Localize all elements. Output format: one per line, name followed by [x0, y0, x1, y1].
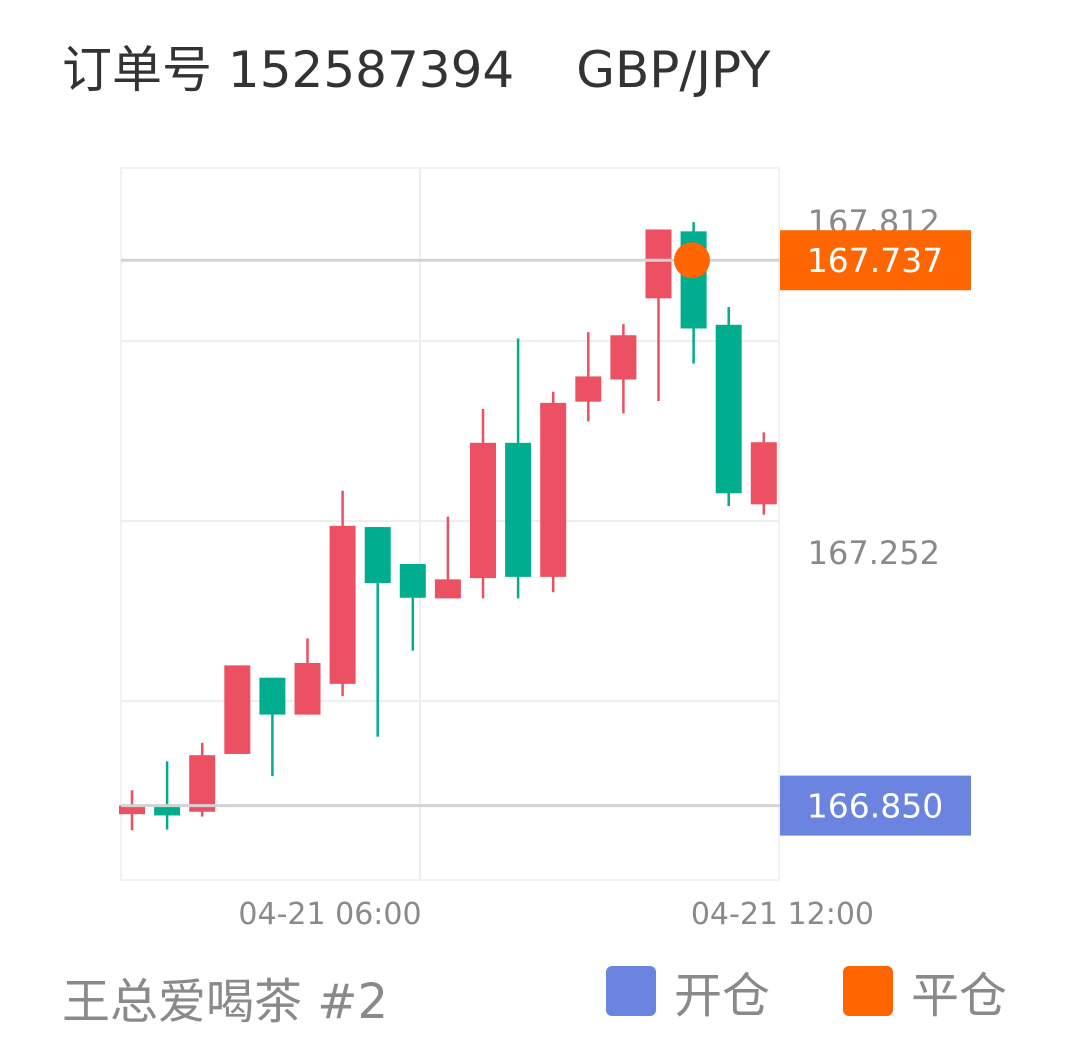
order-number: 订单号 152587394	[62, 41, 515, 99]
legend-open-label: 开仓	[674, 968, 771, 1024]
candle-body	[189, 755, 216, 812]
candle-body	[259, 677, 286, 715]
chart-header: 订单号 152587394 GBP/JPY	[62, 30, 771, 102]
account-name: 王总爱喝茶 #2	[62, 974, 389, 1030]
candle-body	[610, 335, 637, 380]
candle	[610, 324, 637, 414]
candle-body	[329, 525, 356, 684]
open-swatch	[606, 966, 656, 1016]
candle	[224, 665, 251, 754]
price-lines: 166.850 167.737	[121, 230, 971, 836]
plot-area	[120, 167, 780, 881]
candle-body	[750, 442, 777, 505]
candle	[119, 790, 145, 831]
candle-body	[119, 805, 145, 815]
candle	[154, 761, 181, 830]
candle	[540, 391, 567, 593]
candle	[364, 527, 391, 737]
candle-body	[434, 579, 461, 599]
candle	[505, 338, 532, 599]
x-tick-label: 04-21 12:00	[691, 897, 874, 932]
candle	[259, 677, 286, 777]
candle-body	[715, 324, 742, 494]
candle-body	[575, 376, 602, 402]
x-axis: 04-21 06:00 04-21 12:00	[238, 897, 874, 932]
candle	[575, 332, 602, 422]
y-tick-label: 167.252	[808, 534, 940, 572]
candle-body	[540, 402, 567, 577]
plot-border	[120, 167, 780, 881]
candle	[294, 638, 321, 715]
candle	[399, 563, 426, 651]
candle	[329, 490, 356, 697]
candle-body	[154, 804, 181, 816]
candle	[434, 516, 461, 599]
candle	[715, 306, 742, 507]
candle-body	[294, 662, 321, 715]
candle-body	[364, 527, 391, 584]
candle-body	[399, 563, 426, 598]
close-marker	[674, 242, 710, 279]
candle-body	[505, 442, 532, 577]
legend-close-label: 平仓	[911, 968, 1008, 1024]
x-tick-label: 04-21 06:00	[238, 897, 421, 932]
candle	[750, 432, 777, 515]
candle-body	[470, 442, 496, 579]
close-price-tag	[780, 230, 971, 291]
currency-pair: GBP/JPY	[576, 41, 771, 99]
close-price-label: 167.737	[807, 241, 943, 280]
candles	[119, 222, 777, 831]
legend-close: 平仓	[843, 965, 1007, 1024]
candle	[470, 409, 496, 599]
legend-open: 开仓	[606, 965, 770, 1024]
candle-body	[645, 229, 672, 299]
open-price-label: 166.850	[807, 787, 943, 826]
close-swatch	[843, 966, 893, 1016]
open-price-tag	[780, 775, 971, 836]
candle-body	[224, 665, 251, 754]
candle	[645, 229, 672, 402]
